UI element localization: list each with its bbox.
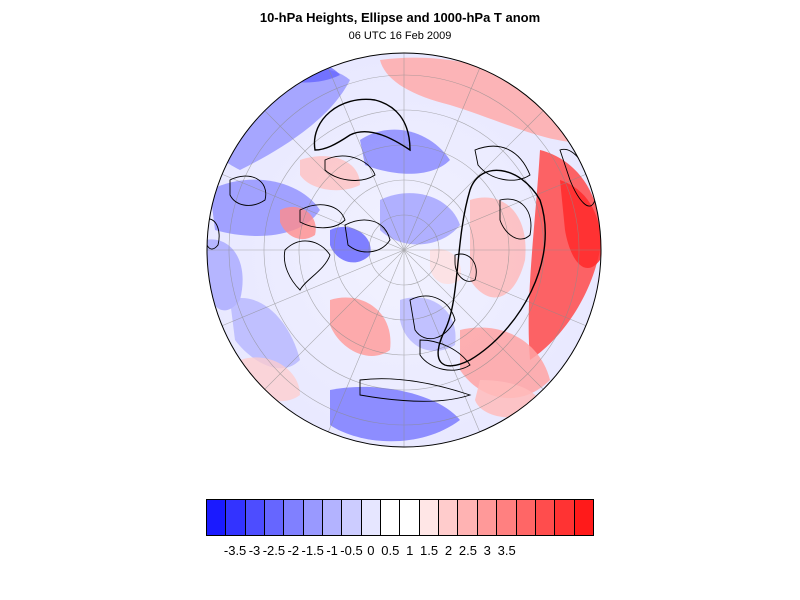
colorbar-cell bbox=[458, 500, 478, 535]
colorbar-tick-label: 0 bbox=[367, 543, 375, 558]
ellipse-contour bbox=[437, 169, 546, 367]
colorbar-tick-label: 2 bbox=[444, 543, 453, 558]
colorbar-tick-label: -3 bbox=[248, 543, 261, 558]
coastlines bbox=[207, 145, 596, 402]
colorbar-cell bbox=[516, 500, 536, 535]
colorbar-tick-label: 1 bbox=[406, 543, 414, 558]
colorbar-tick-label: -2 bbox=[287, 543, 300, 558]
colorbar-tick-label: 0.5 bbox=[381, 543, 400, 558]
colorbar-cell bbox=[574, 500, 593, 535]
colorbar-cell bbox=[265, 500, 285, 535]
map-title: 10-hPa Heights, Ellipse and 1000-hPa T a… bbox=[259, 10, 541, 25]
colorbar-cell bbox=[400, 500, 420, 535]
globe-outline bbox=[206, 52, 602, 448]
graticule bbox=[207, 53, 601, 447]
colorbar-cell bbox=[303, 500, 324, 535]
colorbar-tick-label: -3.5 bbox=[223, 543, 247, 558]
colorbar bbox=[206, 499, 594, 536]
colorbar-cell bbox=[342, 500, 362, 535]
colorbar-tick-label: 2.5 bbox=[458, 543, 477, 558]
colorbar-tick-labels: -3.5 -3 -2.5 -2 -1.5 -1 -0.5 0 0.5 1 1.5 2 2.5 3 3.5 bbox=[0, 543, 800, 563]
temperature-anomaly-field bbox=[207, 53, 601, 447]
colorbar-tick-label: -1.5 bbox=[301, 543, 324, 558]
colorbar-tick-label: 3.5 bbox=[497, 543, 516, 558]
colorbar-cell bbox=[226, 500, 246, 535]
colorbar-tick-label: -0.5 bbox=[340, 543, 363, 558]
colorbar-cell bbox=[361, 500, 382, 535]
height-contour bbox=[313, 98, 411, 152]
colorbar-tick-label: -1 bbox=[326, 543, 338, 558]
colorbar-tick-label: -2.5 bbox=[262, 543, 286, 558]
colorbar-cell bbox=[555, 500, 575, 535]
colorbar-cell bbox=[323, 500, 343, 535]
colorbar-cell bbox=[439, 500, 459, 535]
colorbar-cell bbox=[284, 500, 304, 535]
colorbar-tick-label: 3 bbox=[483, 543, 491, 558]
colorbar-cell bbox=[207, 500, 227, 535]
map-subtitle: 06 UTC 16 Feb 2009 bbox=[348, 30, 452, 42]
colorbar-cell bbox=[477, 500, 498, 535]
colorbar-cell bbox=[381, 500, 401, 535]
colorbar-tick-label: 1.5 bbox=[420, 543, 439, 558]
colorbar-cell bbox=[497, 500, 517, 535]
colorbar-cell bbox=[535, 500, 556, 535]
colorbar-cell bbox=[419, 500, 440, 535]
colorbar-cell bbox=[245, 500, 266, 535]
